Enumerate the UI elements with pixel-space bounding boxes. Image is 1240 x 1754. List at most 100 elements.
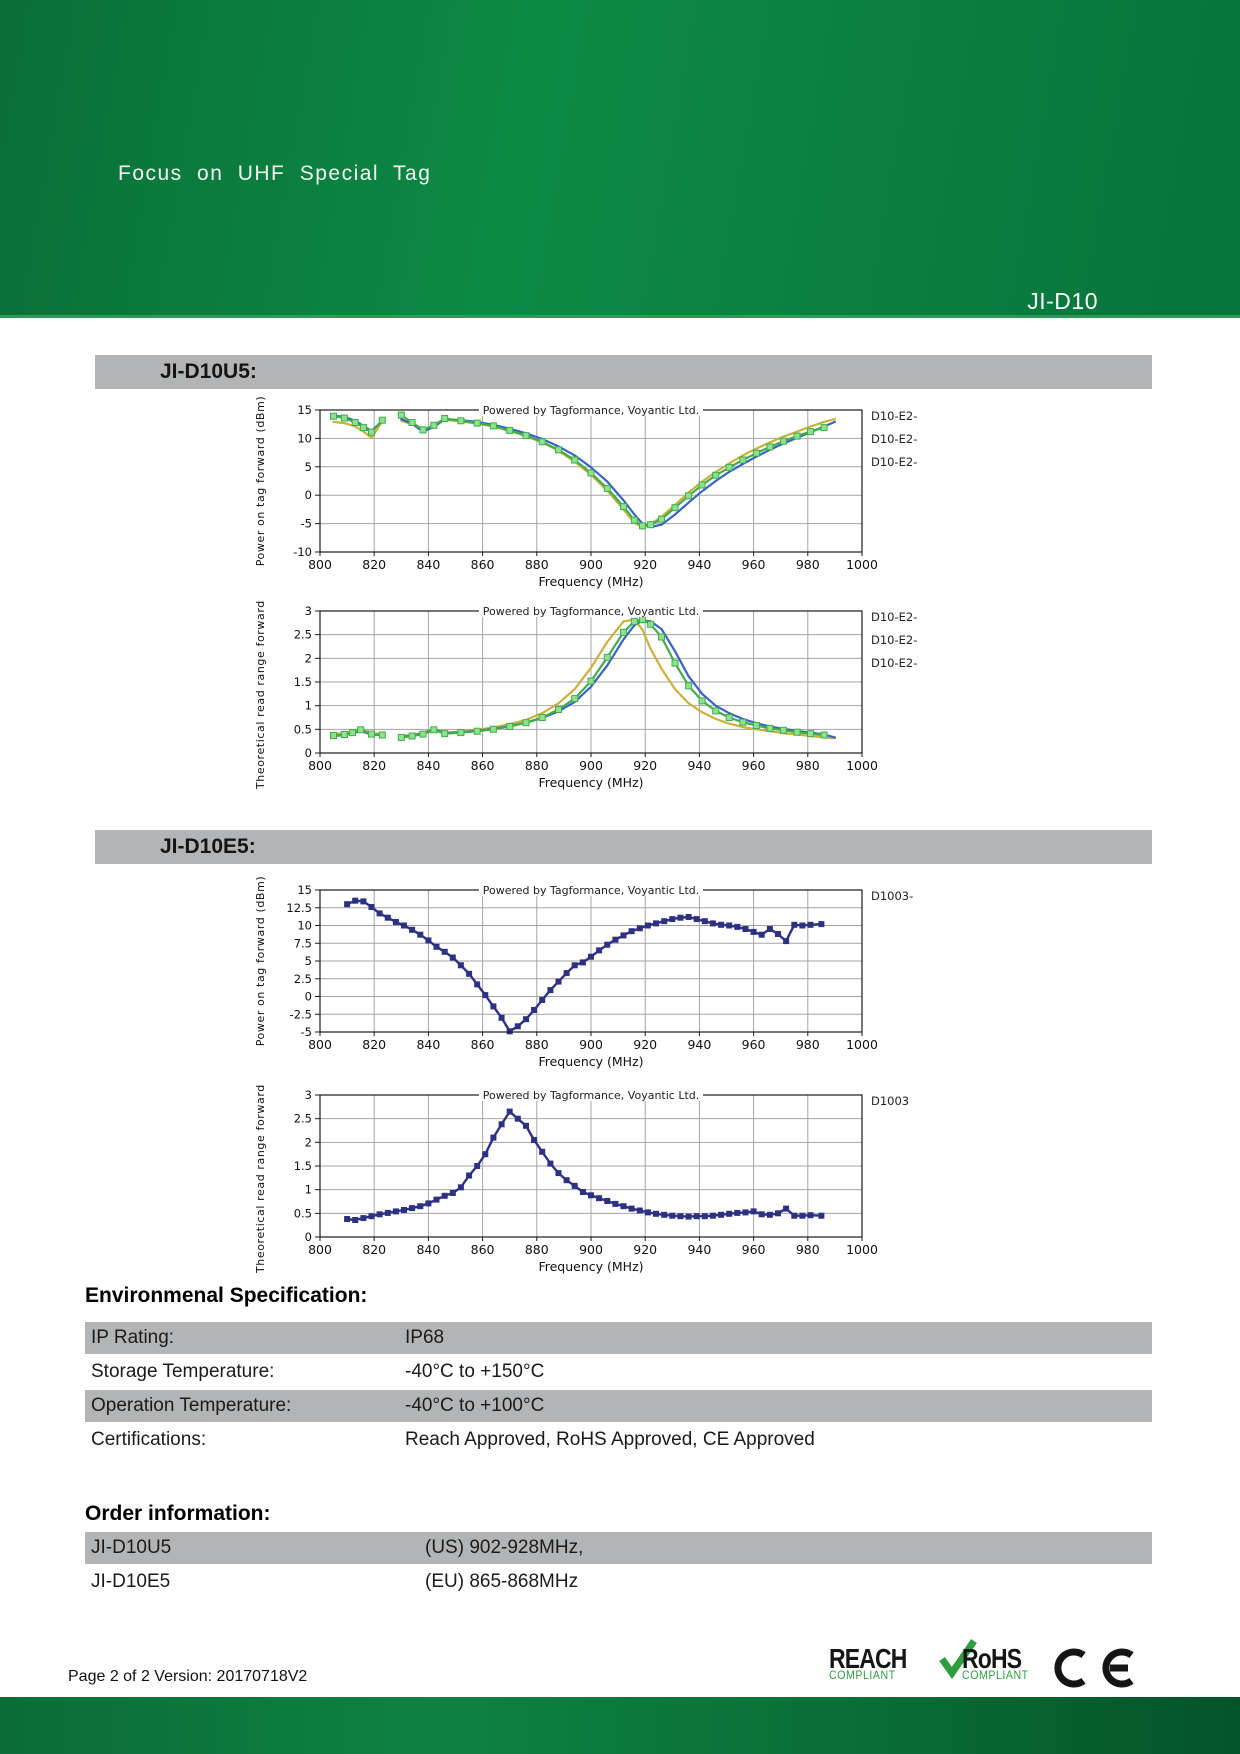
row-value: (US) 902-928MHz, xyxy=(425,1537,584,1558)
row-label: Storage Temperature: xyxy=(91,1361,275,1382)
section-bar-u5: JI-D10U5: xyxy=(95,355,1152,389)
svg-text:2: 2 xyxy=(305,651,312,665)
table-row: IP Rating: IP68 xyxy=(85,1322,1152,1354)
svg-text:0: 0 xyxy=(305,488,312,502)
chart-e5-power-on-tag: 800 820 840 860 880 900 920 940 960 980 1000 15 12.5… xyxy=(248,876,1008,1076)
svg-text:-5: -5 xyxy=(301,517,312,531)
svg-text:5: 5 xyxy=(305,460,312,474)
svg-text:1.5: 1.5 xyxy=(294,1159,312,1173)
svg-text:D10-E2-: D10-E2- xyxy=(871,432,917,446)
chart-svg: 800 820 840 860 880 900 920 940 960 980 1000 3 2.5 2 1… xyxy=(254,1059,909,1274)
svg-text:920: 920 xyxy=(633,1242,657,1257)
svg-text:940: 940 xyxy=(687,557,711,572)
svg-text:Frequency (MHz): Frequency (MHz) xyxy=(538,1259,643,1274)
env-spec-table: IP Rating: IP68 Storage Temperature: -40… xyxy=(85,1322,1152,1458)
reach-compliant-logo: REACH COMPLIANT xyxy=(828,1643,924,1683)
row-value: Reach Approved, RoHS Approved, CE Approv… xyxy=(405,1429,815,1450)
chart-e5-read-range: 800 820 840 860 880 900 920 940 960 980 1000 3 2.5 2 1… xyxy=(248,1059,1008,1281)
footer-bar xyxy=(0,1697,1240,1754)
svg-text:12.5: 12.5 xyxy=(286,901,312,915)
svg-text:960: 960 xyxy=(742,1242,766,1257)
svg-text:900: 900 xyxy=(579,758,603,773)
chart-svg: 800 820 840 860 880 900 920 940 960 980 1000 3 2.5 2 1… xyxy=(254,575,917,790)
svg-text:860: 860 xyxy=(471,1037,495,1052)
svg-text:880: 880 xyxy=(525,1037,549,1052)
svg-text:1: 1 xyxy=(305,699,312,713)
rohs-compliant-logo: RoHS COMPLIANT xyxy=(938,1639,1035,1682)
svg-text:980: 980 xyxy=(796,1037,820,1052)
svg-text:0: 0 xyxy=(305,1230,312,1244)
svg-text:940: 940 xyxy=(687,1242,711,1257)
svg-text:3: 3 xyxy=(305,604,312,618)
header-model-code: JI-D10 xyxy=(1027,288,1098,314)
svg-text:960: 960 xyxy=(742,557,766,572)
svg-text:840: 840 xyxy=(416,1037,440,1052)
row-label: Operation Temperature: xyxy=(91,1395,292,1416)
table-row: JI-D10E5 (EU) 865-868MHz xyxy=(85,1566,1152,1598)
reach-logo-subtitle: COMPLIANT xyxy=(828,1670,896,1682)
row-label: JI-D10U5 xyxy=(91,1537,172,1558)
svg-text:Theoretical read range forward: Theoretical read range forward (m) xyxy=(254,597,267,790)
svg-text:-2.5: -2.5 xyxy=(290,1007,312,1021)
svg-text:D10-E2-: D10-E2- xyxy=(871,409,917,423)
svg-text:D10-E2-: D10-E2- xyxy=(871,610,917,624)
rohs-logo-subtitle: COMPLIANT xyxy=(961,1670,1029,1682)
svg-text:0: 0 xyxy=(305,746,312,760)
svg-text:D10-E2-: D10-E2- xyxy=(871,455,917,469)
svg-text:900: 900 xyxy=(579,1242,603,1257)
svg-text:2.5: 2.5 xyxy=(294,628,312,642)
svg-text:7.5: 7.5 xyxy=(294,936,312,950)
svg-text:860: 860 xyxy=(471,557,495,572)
svg-text:10: 10 xyxy=(297,431,312,445)
svg-text:15: 15 xyxy=(297,883,312,897)
svg-text:1000: 1000 xyxy=(846,1037,878,1052)
svg-text:980: 980 xyxy=(796,557,820,572)
svg-text:800: 800 xyxy=(308,1242,332,1257)
table-row: JI-D10U5 (US) 902-928MHz, xyxy=(85,1532,1152,1564)
page-footer-info: Page 2 of 2 Version: 20170718V2 xyxy=(68,1668,308,1685)
section-title-u5: JI-D10U5: xyxy=(160,360,257,383)
svg-text:15: 15 xyxy=(297,403,312,417)
svg-text:3: 3 xyxy=(305,1088,312,1102)
svg-text:Power on tag forward (dBm): Power on tag forward (dBm) xyxy=(254,876,267,1046)
svg-text:920: 920 xyxy=(633,557,657,572)
svg-text:980: 980 xyxy=(796,758,820,773)
svg-text:Frequency (MHz): Frequency (MHz) xyxy=(538,775,643,790)
reach-logo-title: REACH xyxy=(828,1643,907,1674)
row-label: IP Rating: xyxy=(91,1327,175,1348)
rohs-logo-title: RoHS xyxy=(961,1643,1022,1674)
svg-text:Frequency (MHz): Frequency (MHz) xyxy=(538,574,643,589)
svg-text:0.5: 0.5 xyxy=(294,1206,312,1220)
svg-text:960: 960 xyxy=(742,758,766,773)
svg-text:860: 860 xyxy=(471,758,495,773)
svg-text:2: 2 xyxy=(305,1135,312,1149)
svg-text:0: 0 xyxy=(305,990,312,1004)
svg-text:5: 5 xyxy=(305,954,312,968)
svg-text:1.5: 1.5 xyxy=(294,675,312,689)
svg-text:840: 840 xyxy=(416,557,440,572)
svg-text:Powered by Tagformance, Voyant: Powered by Tagformance, Voyantic Ltd. xyxy=(483,884,700,897)
row-value: (EU) 865-868MHz xyxy=(425,1571,579,1592)
section-bar-e5: JI-D10E5: xyxy=(95,830,1152,864)
svg-text:1000: 1000 xyxy=(846,1242,878,1257)
svg-text:Theoretical read range forward: Theoretical read range forward (m) xyxy=(254,1081,267,1274)
svg-text:880: 880 xyxy=(525,758,549,773)
svg-text:940: 940 xyxy=(687,1037,711,1052)
svg-text:D10-E2-: D10-E2- xyxy=(871,656,917,670)
svg-text:920: 920 xyxy=(633,758,657,773)
svg-text:860: 860 xyxy=(471,1242,495,1257)
svg-text:1: 1 xyxy=(305,1183,312,1197)
svg-text:900: 900 xyxy=(579,1037,603,1052)
header-tagline: Focus on UHF Special Tag xyxy=(118,162,432,185)
svg-text:840: 840 xyxy=(416,758,440,773)
svg-text:-10: -10 xyxy=(293,545,312,559)
chart-svg: 800 820 840 860 880 900 920 940 960 980 1000 15 10 5 0… xyxy=(254,396,917,589)
svg-text:2.5: 2.5 xyxy=(294,972,312,986)
svg-text:800: 800 xyxy=(308,557,332,572)
svg-text:2.5: 2.5 xyxy=(294,1112,312,1126)
svg-text:Powered by Tagformance, Voyant: Powered by Tagformance, Voyantic Ltd. xyxy=(483,404,700,417)
env-spec-heading: Environmenal Specification: xyxy=(85,1284,368,1307)
svg-text:0.5: 0.5 xyxy=(294,722,312,736)
row-value: -40°C to +150°C xyxy=(405,1361,545,1382)
